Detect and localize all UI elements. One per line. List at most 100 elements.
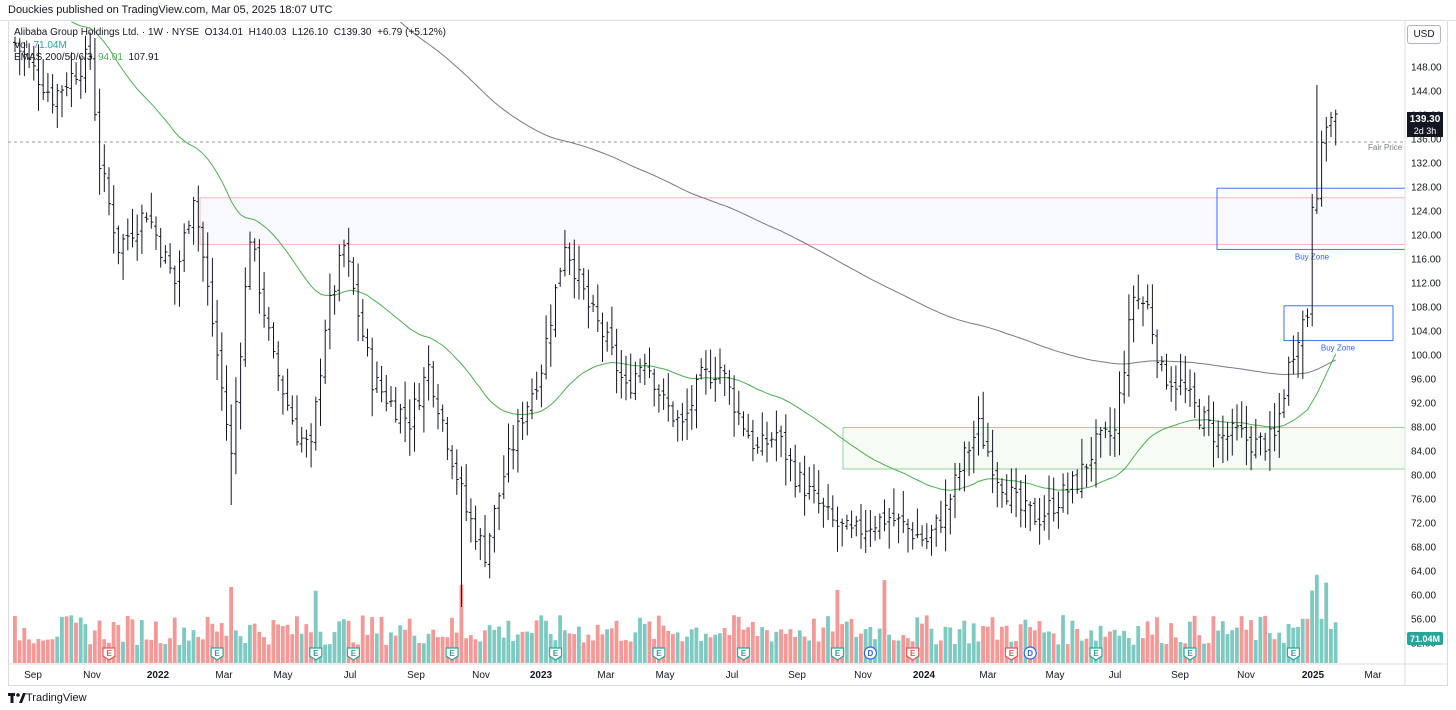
ohlc-bar (201, 221, 205, 282)
earnings-marker-icon[interactable]: E (830, 647, 845, 661)
volume-bar (389, 632, 393, 663)
volume-bar (191, 630, 196, 663)
earnings-marker-icon[interactable]: E (1183, 647, 1197, 661)
volume-bar (323, 644, 327, 663)
earnings-marker-icon[interactable]: E (210, 647, 224, 661)
volume-bar (633, 632, 638, 663)
ohlc-bar (483, 515, 487, 568)
ohlc-bar (88, 32, 93, 71)
volume-bar (130, 619, 135, 663)
volume-bar (27, 639, 31, 663)
volume-bar (938, 640, 943, 663)
ohlc-high: H140.03 (248, 27, 287, 38)
dividend-marker-icon[interactable]: D (863, 646, 878, 660)
volume-bar (50, 639, 55, 663)
volume-bar (981, 626, 985, 663)
time-tick-label: 2025 (1302, 670, 1325, 681)
volume-bar (257, 631, 262, 663)
ohlc-bar (464, 464, 469, 521)
volume-badge-label: 71.04M (1410, 634, 1440, 644)
earnings-marker-icon[interactable]: E (445, 647, 459, 661)
volume-bar (1282, 642, 1286, 663)
earnings-marker-icon[interactable]: E (906, 647, 920, 661)
earnings-marker-icon[interactable]: E (1004, 647, 1018, 661)
ema-layer (71, 21, 1337, 491)
ohlc-bar (1000, 478, 1004, 508)
ohlc-bar (492, 504, 497, 553)
ohlc-bar (934, 514, 939, 547)
legend-volume-row[interactable]: Vol 71.04M (14, 40, 67, 51)
volume-bar (210, 623, 215, 663)
ohlc-bar (238, 342, 243, 430)
time-tick-label: Sep (788, 670, 806, 681)
dividend-marker-icon[interactable]: D (1023, 646, 1037, 660)
ohlc-bar (97, 88, 102, 195)
ohlc-bar (168, 243, 173, 274)
ohlc-bar (605, 321, 610, 352)
ohlc-bar (1263, 433, 1268, 461)
ohlc-bar (130, 208, 135, 248)
ohlc-bar (1112, 408, 1117, 457)
volume-bar (384, 644, 389, 663)
price-tick-label: 100.00 (1411, 351, 1442, 362)
ohlc-bar (1098, 426, 1103, 458)
ohlc-bar (732, 375, 737, 437)
time-tick-label: Sep (407, 670, 425, 681)
earnings-marker-icon[interactable]: E (346, 647, 360, 661)
ohlc-bar (548, 304, 553, 367)
ohlc-bar (957, 463, 962, 491)
volume-bar (337, 621, 342, 663)
volume-bar (17, 640, 22, 663)
ohlc-bar (233, 377, 238, 475)
volume-bar (468, 635, 473, 663)
volume-bar (614, 620, 619, 663)
ohlc-bar (421, 367, 426, 433)
volume-bar (374, 633, 379, 663)
ohlc-bar (158, 227, 163, 268)
volume-bar (55, 636, 60, 663)
ohlc-bar (920, 525, 925, 547)
ohlc-bar (755, 436, 760, 454)
earnings-marker-icon[interactable]: E (548, 647, 563, 661)
ohlc-bar (765, 421, 769, 463)
volume-bar (544, 620, 548, 663)
svg-text:E: E (1291, 649, 1297, 658)
volume-bar (1225, 634, 1230, 663)
volume-bar (769, 641, 774, 663)
price-tick-label: 124.00 (1411, 207, 1442, 218)
ohlc-bar (351, 257, 356, 295)
volume-bar (285, 624, 290, 663)
earnings-marker-icon[interactable]: E (1089, 647, 1103, 661)
currency-button[interactable]: USD (1407, 25, 1441, 44)
price-tick-label: 96.00 (1411, 375, 1436, 386)
chart-frame[interactable] (8, 20, 1448, 686)
volume-bar (896, 640, 901, 663)
earnings-marker-icon[interactable]: E (652, 647, 666, 661)
price-axis[interactable]: 148.00144.00140.00136.00132.00128.00124.… (8, 21, 1447, 685)
earnings-marker-icon[interactable]: E (309, 647, 323, 661)
ohlc-bar (285, 368, 290, 411)
ohlc-bar (708, 349, 713, 389)
ohlc-bar (1004, 474, 1009, 505)
volume-bar (1305, 618, 1310, 663)
legend-symbol-row[interactable]: Alibaba Group Holdings Ltd. · 1W · NYSE … (14, 27, 446, 38)
volume-bar (1253, 640, 1258, 663)
legend-ema-row[interactable]: EMAS 200/50/6/3 94.01 107.91 (14, 52, 159, 63)
ohlc-bar (125, 218, 130, 251)
earnings-marker-icon[interactable]: E (102, 647, 116, 661)
ohlc-bar (539, 364, 544, 408)
ohlc-bar (1244, 405, 1249, 466)
earnings-marker-icon[interactable]: E (736, 647, 751, 661)
time-tick-label: 2024 (913, 670, 936, 681)
earnings-marker-icon[interactable]: E (1286, 647, 1300, 661)
volume-bar (41, 640, 45, 663)
ohlc-bar (581, 268, 586, 300)
ohlc-bar (135, 214, 140, 261)
ohlc-bar (962, 441, 967, 492)
volume-bar (31, 643, 36, 663)
time-axis[interactable]: Sep Nov 2022 Mar May Jul Sep Nov 2023 Mar May Jul Se… (24, 670, 1382, 681)
ohlc-bar (436, 383, 440, 430)
